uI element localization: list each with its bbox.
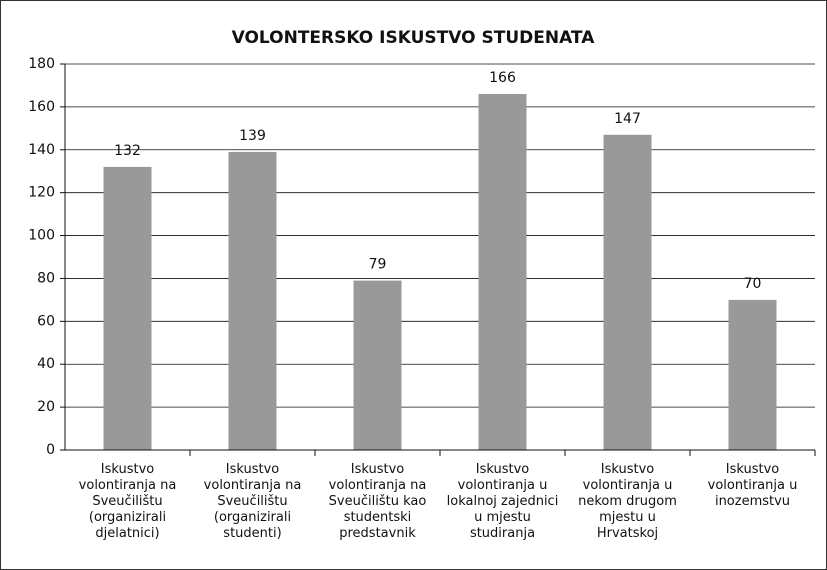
x-tick-label: Iskustvo volontiranja na Sveučilištu kao…: [328, 462, 427, 541]
y-tick-label: 140: [28, 142, 55, 158]
bar: [103, 166, 152, 450]
y-tick-label: 60: [37, 313, 55, 329]
x-tick-label: Iskustvo volontiranja na Sveučilištu (or…: [78, 462, 177, 541]
y-tick-label: 0: [46, 442, 55, 458]
y-tick-label: 120: [28, 185, 55, 201]
x-tick-label: Iskustvo volontiranja u lokalnoj zajedni…: [446, 462, 559, 541]
data-label: 132: [114, 143, 141, 159]
data-label: 147: [614, 111, 641, 127]
x-tick-label: Iskustvo volontiranja na Sveučilištu (or…: [203, 462, 302, 541]
y-tick-label: 20: [37, 399, 55, 415]
data-label: 70: [744, 276, 762, 292]
y-tick-label: 160: [28, 99, 55, 115]
x-tick-label: Iskustvo volontiranja u nekom drugom mje…: [578, 462, 677, 541]
data-label: 166: [489, 70, 516, 86]
bar: [353, 280, 402, 450]
data-label: 139: [239, 128, 266, 144]
y-tick-label: 40: [37, 356, 55, 372]
bar: [603, 134, 652, 450]
y-tick-label: 180: [28, 56, 55, 72]
x-tick-label: Iskustvo volontiranja u inozemstvu: [707, 462, 798, 509]
bar: [728, 299, 777, 450]
bar: [228, 151, 277, 450]
bar: [478, 94, 527, 451]
chart-title: VOLONTERSKO ISKUSTVO STUDENATA: [232, 28, 596, 48]
data-label: 79: [369, 257, 387, 273]
y-tick-label: 100: [28, 228, 55, 244]
y-tick-label: 80: [37, 270, 55, 286]
